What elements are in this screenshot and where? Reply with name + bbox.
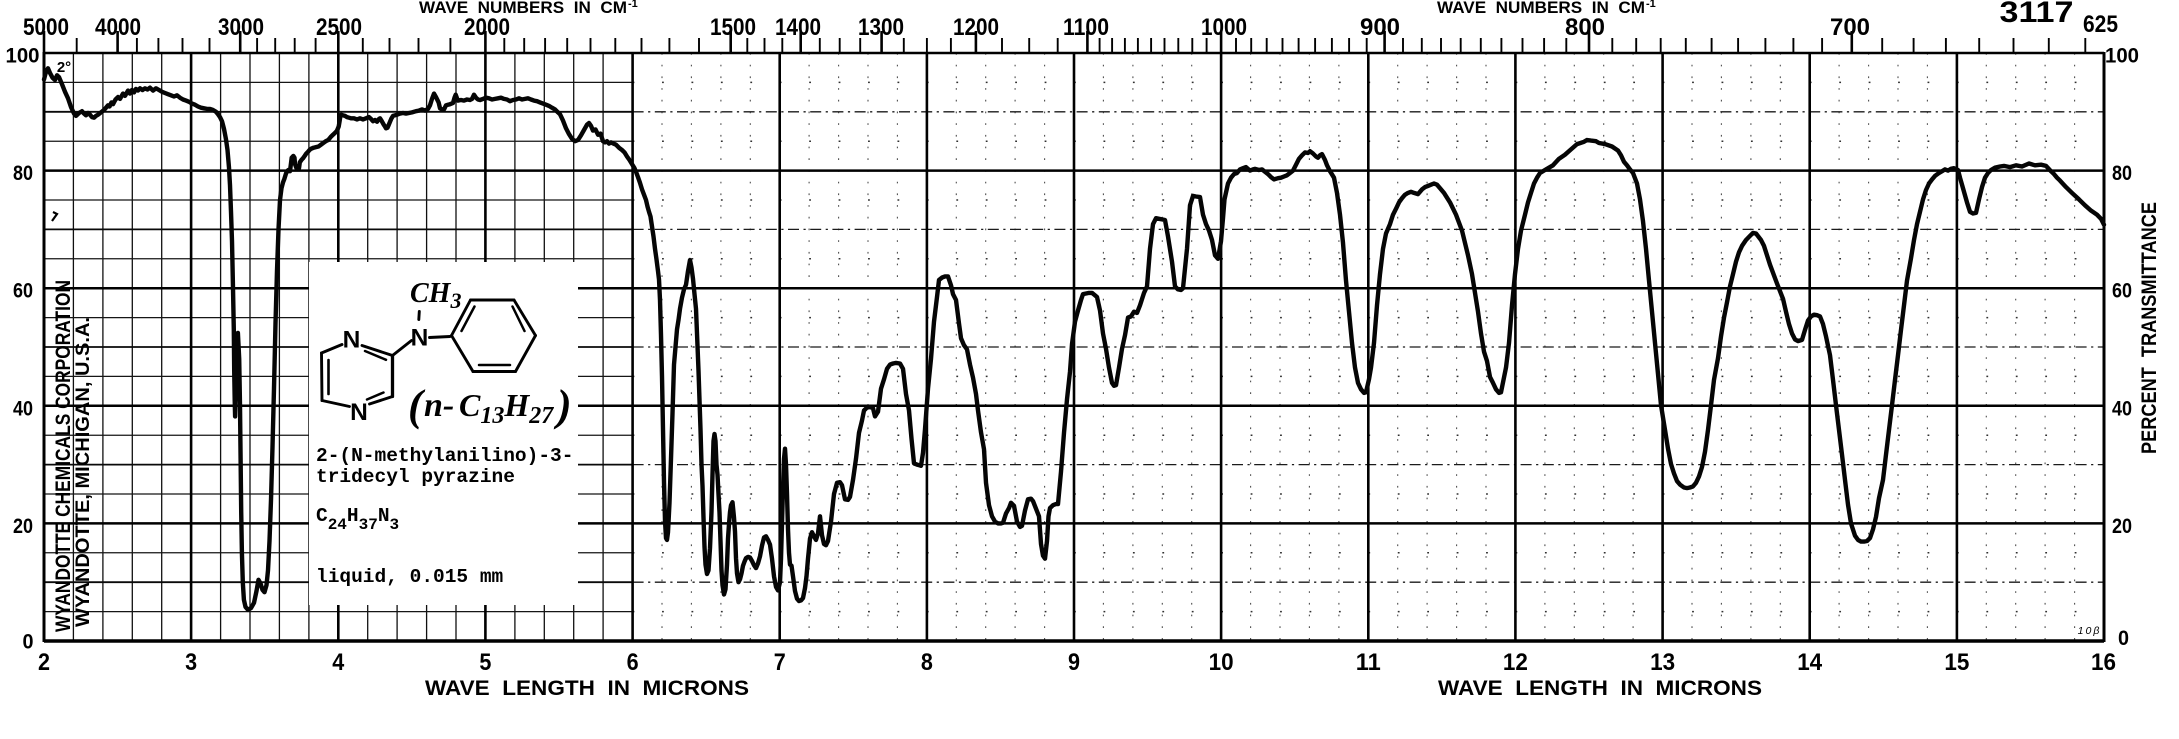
svg-text:10β: 10β [2078,625,2102,637]
svg-text:5: 5 [479,649,491,676]
svg-text:9: 9 [1068,649,1080,676]
svg-text:tridecyl pyrazine: tridecyl pyrazine [316,466,515,488]
svg-text:15: 15 [1944,649,1969,676]
svg-text:N: N [343,327,361,354]
svg-text:WAVE NUMBERS IN CM: WAVE NUMBERS IN CM [419,0,627,17]
svg-text:800: 800 [1565,14,1605,41]
svg-text:16: 16 [2091,649,2116,676]
svg-text:1500: 1500 [710,14,756,41]
svg-text:7: 7 [774,649,786,676]
svg-text:10: 10 [1209,649,1234,676]
svg-text:13: 13 [1650,649,1675,676]
svg-text:80: 80 [2112,162,2132,185]
svg-text:PERCENT TRANSMITTANCE: PERCENT TRANSMITTANCE [2138,202,2161,454]
svg-text:0: 0 [23,631,34,654]
svg-text:2: 2 [38,649,50,676]
svg-text:700: 700 [1830,14,1870,41]
svg-text:): ) [553,381,572,430]
svg-text:11: 11 [1356,649,1381,676]
svg-text:12: 12 [1503,649,1528,676]
svg-text:8: 8 [921,649,933,676]
svg-text:6: 6 [627,649,639,676]
svg-text:WYANDOTTE CHEMICALS CORPORATIO: WYANDOTTE CHEMICALS CORPORATION [52,280,75,632]
svg-text:(: ( [408,381,426,430]
svg-text:900: 900 [1360,14,1400,41]
svg-text:4: 4 [332,649,344,676]
svg-text:4000: 4000 [95,14,141,41]
svg-text:WAVE NUMBERS IN CM: WAVE NUMBERS IN CM [1437,0,1645,17]
svg-text:WYANDOTTE, MICHIGAN, U.S.A.: WYANDOTTE, MICHIGAN, U.S.A. [73,317,94,627]
svg-text:WAVE LENGTH IN MICRONS: WAVE LENGTH IN MICRONS [425,677,749,700]
svg-text:C13H27: C13H27 [459,387,554,429]
svg-text:N: N [411,325,429,352]
svg-text:60: 60 [2112,280,2132,303]
svg-text:1400: 1400 [775,14,821,41]
svg-text:100: 100 [6,45,40,68]
svg-text:2000: 2000 [464,14,510,41]
svg-text:14: 14 [1797,649,1822,676]
svg-text:100: 100 [2105,45,2139,68]
svg-text:625: 625 [2083,11,2118,38]
svg-text:1100: 1100 [1063,14,1109,41]
svg-text:liquid, 0.015 mm: liquid, 0.015 mm [316,566,503,588]
svg-text:2500: 2500 [316,14,362,41]
svg-text:40: 40 [2112,397,2132,420]
svg-text:3: 3 [185,649,197,676]
svg-text:20: 20 [2112,515,2132,538]
svg-text:40: 40 [13,397,33,420]
svg-text:5000: 5000 [23,14,69,41]
svg-text:WAVE LENGTH IN MICRONS: WAVE LENGTH IN MICRONS [1438,677,1762,700]
svg-text:-1: -1 [628,0,638,10]
svg-text:0: 0 [2118,627,2129,650]
svg-text:1000: 1000 [1201,14,1247,41]
svg-text:1300: 1300 [858,14,904,41]
svg-text:60: 60 [13,280,33,303]
svg-text:80: 80 [13,162,33,185]
svg-text:3117: 3117 [2000,0,2074,29]
svg-text:n-: n- [424,387,454,424]
svg-text:2°: 2° [57,59,71,76]
svg-text:2-(N-methylanilino)-3-: 2-(N-methylanilino)-3- [316,445,573,467]
svg-text:1200: 1200 [953,14,999,41]
svg-text:N: N [350,399,368,426]
svg-text:3000: 3000 [218,14,264,41]
svg-text:CH3: CH3 [410,278,461,313]
svg-text:-1: -1 [1646,0,1656,10]
svg-text:20: 20 [13,515,33,538]
